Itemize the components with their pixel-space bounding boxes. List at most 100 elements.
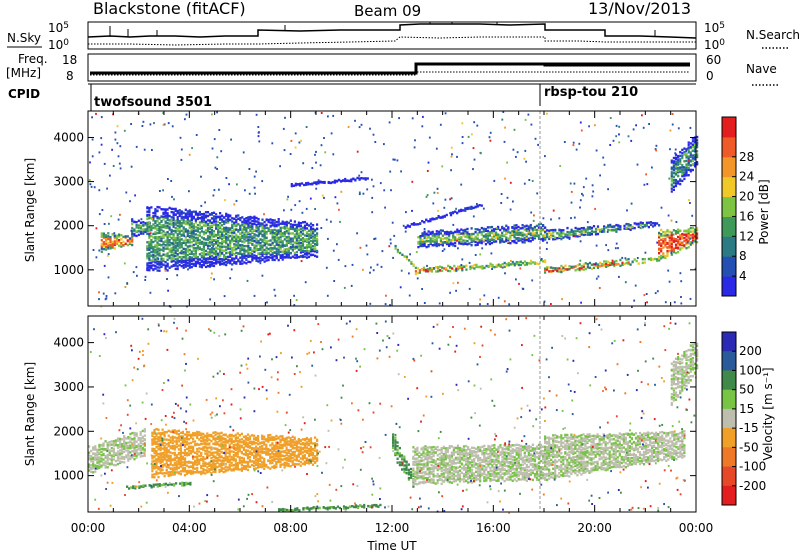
heatmap-cell — [410, 262, 413, 265]
heatmap-cell — [225, 260, 228, 264]
heatmap-cell — [168, 214, 171, 218]
heatmap-cell — [689, 153, 692, 156]
heatmap-cell — [164, 226, 167, 229]
heatmap-cell — [194, 252, 197, 255]
heatmap-cell — [490, 229, 494, 232]
heatmap-cell — [683, 160, 686, 163]
heatmap-cell — [154, 211, 157, 215]
heatmap-cell — [588, 227, 591, 230]
heatmap-cell — [523, 241, 526, 244]
heatmap-cell — [287, 235, 290, 238]
heatmap-cell — [689, 170, 692, 173]
heatmap-cell — [176, 259, 179, 262]
heatmap-cell — [533, 225, 536, 229]
heatmap-cell — [89, 183, 92, 186]
heatmap-cell — [693, 158, 697, 161]
heatmap-cell — [215, 217, 218, 220]
heatmap-cell — [576, 264, 579, 267]
heatmap-cell — [523, 236, 526, 240]
heatmap-cell — [366, 177, 369, 180]
heatmap-cell — [200, 470, 203, 474]
heatmap-cell — [435, 242, 438, 245]
heatmap-cell — [674, 231, 678, 234]
heatmap-cell — [688, 159, 690, 162]
heatmap-cell — [146, 224, 149, 228]
heatmap-cell — [153, 467, 156, 470]
heatmap-cell — [301, 254, 305, 257]
heatmap-cell — [497, 227, 500, 230]
heatmap-cell — [601, 262, 604, 266]
heatmap-cell — [389, 170, 392, 173]
heatmap-cell — [200, 217, 203, 220]
heatmap-cell — [592, 225, 596, 228]
heatmap-cell — [127, 449, 130, 452]
heatmap-cell — [173, 473, 176, 476]
heatmap-cell — [515, 155, 517, 158]
heatmap-cell — [155, 452, 158, 455]
heatmap-cell — [625, 222, 628, 226]
heatmap-cell — [125, 456, 128, 459]
heatmap-cell — [517, 229, 520, 232]
heatmap-cell — [685, 148, 688, 151]
heatmap-cell — [564, 233, 567, 236]
heatmap-cell — [423, 228, 426, 230]
heatmap-cell — [255, 247, 258, 250]
heatmap-cell — [681, 174, 684, 178]
heatmap-cell — [314, 250, 317, 253]
heatmap-cell — [88, 463, 91, 466]
heatmap-cell — [369, 127, 371, 130]
heatmap-cell — [190, 210, 193, 214]
heatmap-cell — [153, 465, 156, 468]
heatmap-cell — [500, 266, 503, 269]
heatmap-cell — [204, 229, 208, 232]
heatmap-cell — [285, 254, 288, 257]
heatmap-cell — [106, 461, 109, 464]
heatmap-cell — [486, 239, 489, 242]
heatmap-cell — [305, 245, 309, 249]
heatmap-cell — [204, 211, 208, 214]
heatmap-cell — [214, 455, 217, 458]
heatmap-cell — [241, 258, 244, 261]
heatmap-cell — [693, 240, 697, 243]
heatmap-cell — [253, 246, 256, 249]
heatmap-cell — [421, 243, 424, 246]
heatmap-cell — [170, 207, 173, 210]
heatmap-cell — [123, 439, 126, 442]
heatmap-cell — [239, 256, 242, 259]
heatmap-cell — [596, 232, 600, 236]
heatmap-cell — [453, 269, 456, 272]
heatmap-cell — [245, 226, 248, 230]
heatmap-cell — [235, 255, 238, 258]
heatmap-cell — [580, 230, 583, 233]
heatmap-cell — [239, 228, 242, 231]
heatmap-cell — [641, 261, 644, 265]
heatmap-cell — [144, 230, 147, 234]
heatmap-cell — [662, 237, 665, 241]
heatmap-cell — [539, 237, 543, 241]
heatmap-cell — [198, 461, 201, 464]
heatmap-cell — [501, 234, 504, 237]
heatmap-cell — [301, 229, 305, 232]
heatmap-cell — [188, 209, 191, 212]
heatmap-cell — [230, 455, 233, 459]
heatmap-cell — [485, 264, 488, 268]
velocity-plot-area — [88, 316, 696, 512]
heatmap-cell — [129, 200, 131, 203]
heatmap-cell — [214, 451, 217, 454]
heatmap-cell — [225, 226, 228, 229]
heatmap-cell — [503, 140, 506, 143]
heatmap-cell — [190, 262, 193, 266]
heatmap-cell — [584, 267, 587, 271]
heatmap-cell — [177, 448, 180, 451]
heatmap-cell — [461, 136, 464, 138]
heatmap-cell — [115, 236, 119, 240]
heatmap-cell — [240, 441, 243, 444]
date-label: 13/Nov/2013 — [588, 0, 691, 18]
heatmap-cell — [617, 262, 620, 266]
heatmap-cell — [187, 453, 191, 457]
heatmap-cell — [135, 451, 138, 454]
heatmap-cell — [279, 226, 282, 230]
heatmap-cell — [554, 237, 557, 241]
heatmap-cell — [231, 235, 234, 238]
heatmap-cell — [192, 472, 195, 475]
